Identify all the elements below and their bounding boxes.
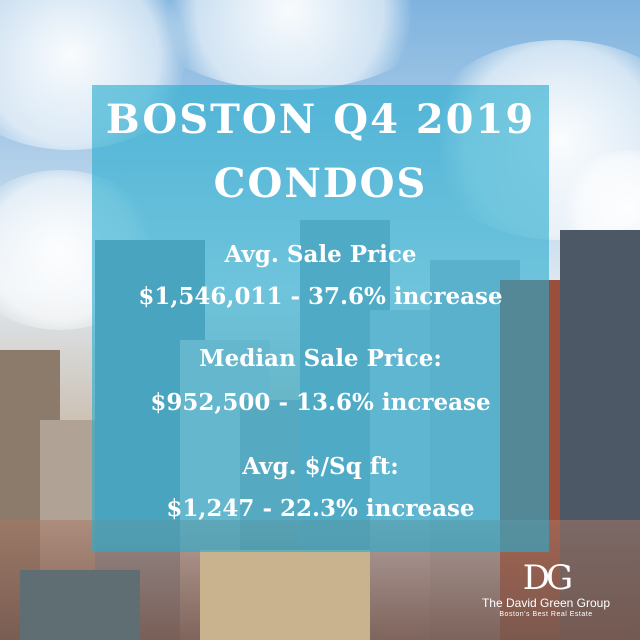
title-line-1: BOSTON Q4 2019 [105, 96, 536, 143]
info-panel: BOSTON Q4 2019 CONDOS Avg. Sale Price $1… [92, 85, 549, 552]
building [200, 550, 370, 640]
logo-tagline: Boston's Best Real Estate [499, 611, 593, 618]
stat-avg-price-per-sqft-value: $1,247 - 22.3% increase [166, 495, 475, 522]
stat-avg-price-per-sqft-label: Avg. $/Sq ft: [242, 453, 399, 480]
logo-name: The David Green Group [481, 596, 611, 610]
stat-median-sale-price-value: $952,500 - 13.6% increase [150, 389, 491, 416]
stat-median-sale-price-label: Median Sale Price: [199, 345, 442, 372]
title-line-2: CONDOS [213, 160, 428, 207]
building [20, 570, 140, 640]
stat-avg-sale-price-label: Avg. Sale Price [224, 241, 417, 268]
brand-logo: DG The David Green Group Boston's Best R… [468, 560, 624, 619]
stat-avg-sale-price-value: $1,546,011 - 37.6% increase [138, 283, 503, 310]
logo-mark: DG [522, 558, 573, 598]
